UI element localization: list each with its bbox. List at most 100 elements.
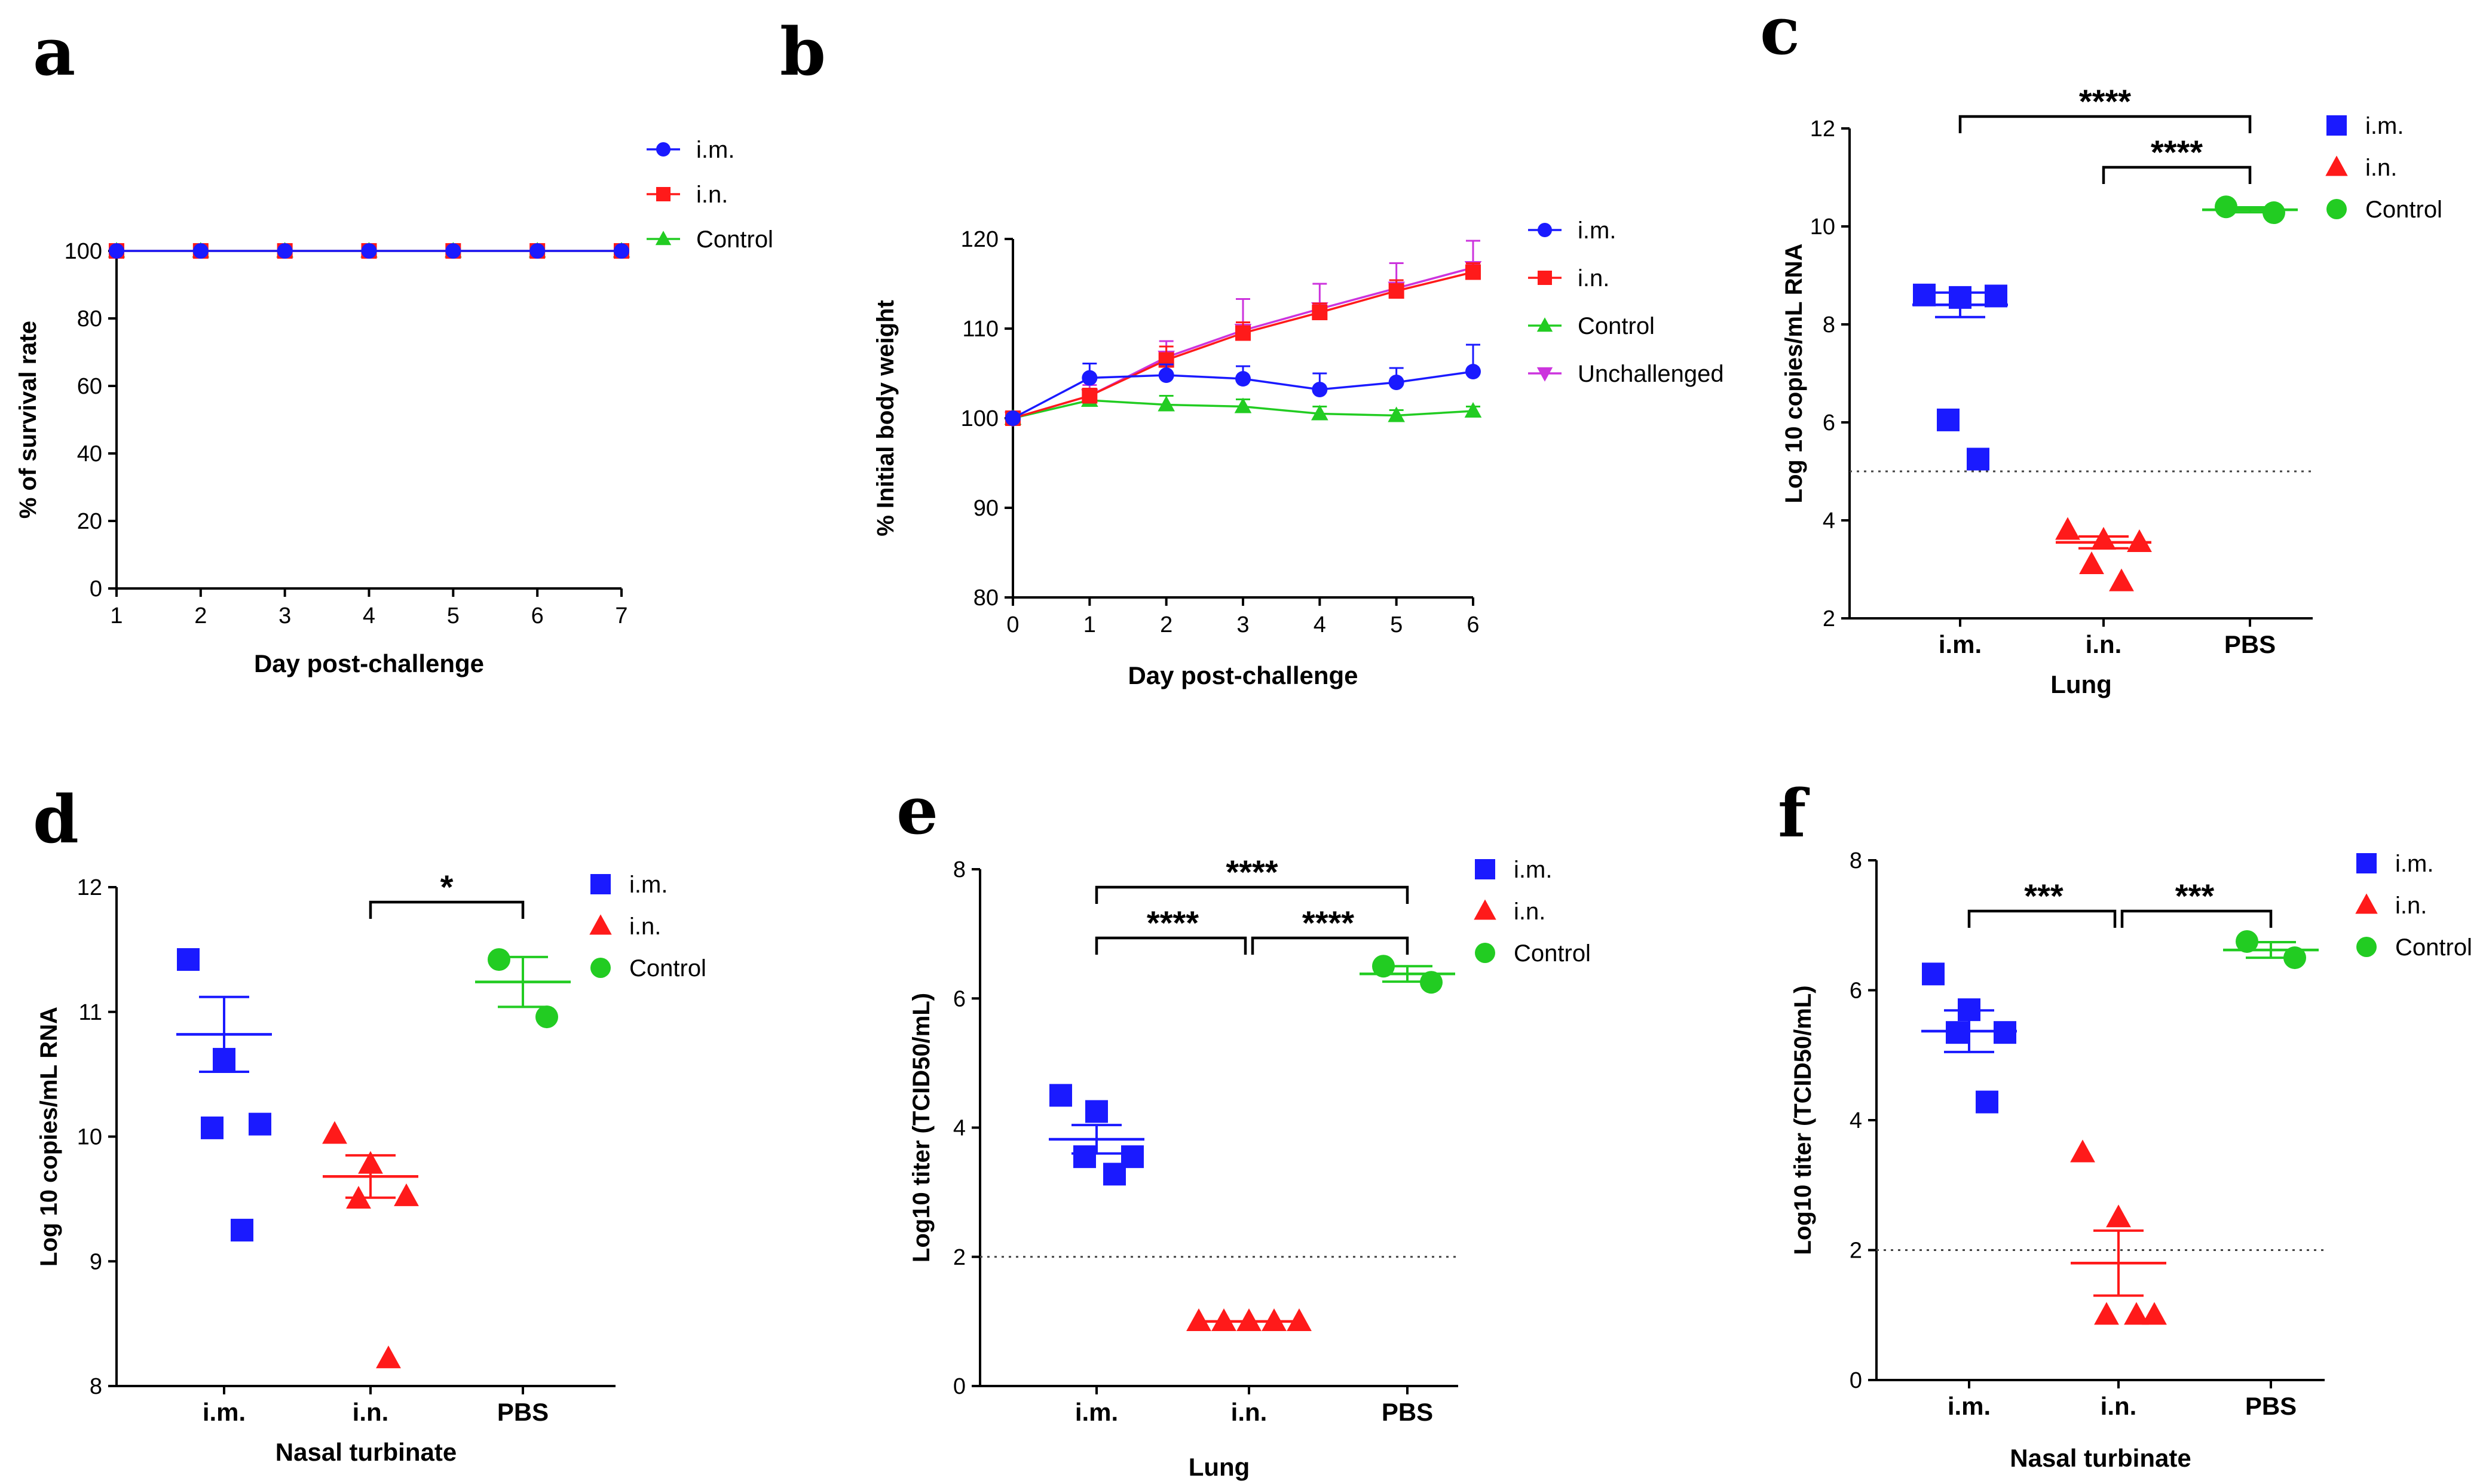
x-tick-label: 6 (531, 603, 544, 628)
data-point (445, 243, 461, 259)
legend-label: Control (696, 226, 773, 253)
x-tick-label: PBS (497, 1398, 549, 1426)
data-point (535, 1005, 558, 1029)
x-tick-label: 5 (447, 603, 460, 628)
x-tick-label: i.m. (203, 1398, 246, 1426)
y-tick-label: 120 (961, 227, 999, 252)
y-tick-label: 100 (65, 239, 102, 264)
legend-marker (2325, 155, 2348, 176)
y-tick-label: 12 (1810, 116, 1835, 142)
y-axis-label: Log10 titer (TCID50/mL) (908, 993, 935, 1262)
legend-label: Control (629, 955, 706, 982)
x-tick-label: i.n. (2101, 1392, 2137, 1420)
panel-e: e 0 2 4 6 8 Log10 titer (TCID50/mL) Lung i.m. i.n… (896, 772, 1591, 1481)
y-tick-label: 110 (962, 317, 999, 342)
data-point (376, 1345, 401, 1369)
panel-f: f 0 2 4 6 8 Log10 titer (TCID50/mL) Nasal turbi… (1778, 775, 2472, 1472)
data-point (1234, 397, 1252, 413)
legend-marker (2326, 199, 2347, 219)
x-tick-label: 5 (1390, 612, 1403, 637)
y-tick-label: 8 (1823, 312, 1835, 338)
legend-label: i.m. (629, 872, 668, 898)
legend-marker (2355, 893, 2378, 914)
data-point (1922, 962, 1945, 986)
legend-marker (1475, 859, 1495, 879)
significance-bracket (1095, 885, 1409, 904)
significance-label: **** (1147, 904, 1199, 942)
data-point (1976, 1090, 1998, 1114)
x-axis-label: Lung (1189, 1453, 1250, 1481)
significance-label: **** (2151, 133, 2203, 171)
data-point (1913, 283, 1936, 306)
data-point (1082, 370, 1098, 386)
data-point (2070, 1139, 2095, 1163)
x-axis-label: Lung (2050, 670, 2112, 698)
legend-marker (1474, 899, 1496, 920)
data-point (1082, 388, 1098, 404)
y-axis-label: Log 10 copies/mL RNA (1781, 244, 1807, 504)
data-point (109, 243, 124, 259)
y-tick-label: 4 (1850, 1108, 1862, 1133)
data-point (529, 243, 546, 259)
panel-letter-f: f (1778, 775, 1810, 852)
y-tick-label: 60 (77, 374, 102, 399)
y-tick-label: 6 (1850, 979, 1862, 1004)
data-point (1287, 1308, 1312, 1332)
significance-bracket (1967, 909, 2117, 928)
y-tick-label: 80 (973, 585, 999, 611)
legend-marker (1475, 943, 1495, 963)
y-tick-label: 2 (953, 1245, 966, 1270)
legend-label: i.m. (1578, 217, 1616, 244)
significance-bracket (1958, 115, 2252, 133)
legend-label: i.m. (2365, 113, 2404, 139)
significance-bracket (369, 900, 525, 919)
data-point (277, 243, 293, 259)
data-point (614, 243, 629, 259)
legend-marker (2326, 115, 2347, 136)
significance-label: *** (2175, 877, 2215, 915)
data-point (1388, 283, 1404, 299)
data-point (488, 948, 510, 971)
x-tick-label: i.m. (1948, 1392, 1991, 1420)
y-tick-label: 40 (77, 441, 102, 467)
legend-label: i.n. (696, 182, 728, 208)
legend-marker (656, 142, 671, 157)
significance-label: **** (1302, 904, 1354, 942)
legend-label: i.n. (1514, 899, 1545, 925)
data-point (249, 1112, 271, 1136)
significance-bracket (1251, 936, 1409, 955)
panel-letter-e: e (896, 772, 938, 849)
data-point (1312, 305, 1328, 320)
data-point (1211, 1308, 1236, 1332)
x-axis-label: Nasal turbinate (2010, 1444, 2191, 1472)
legend-marker (1536, 367, 1553, 382)
y-tick-label: 90 (973, 496, 999, 521)
y-tick-label: 12 (77, 875, 102, 900)
y-tick-label: 20 (77, 509, 102, 534)
legend-marker (1538, 223, 1552, 237)
significance-bracket (2120, 909, 2273, 928)
x-tick-label: i.m. (1939, 630, 1982, 658)
legend-label: i.n. (1578, 265, 1609, 292)
x-tick-label: 1 (110, 603, 123, 628)
x-tick-label: i.n. (353, 1398, 389, 1426)
data-point (201, 1116, 224, 1139)
x-axis-label: Nasal turbinate (275, 1438, 457, 1466)
x-tick-label: i.m. (1075, 1398, 1118, 1426)
significance-bracket (2102, 165, 2252, 184)
y-axis-label: % Initial body weight (872, 300, 899, 536)
y-tick-label: 2 (1823, 606, 1835, 631)
y-tick-label: 6 (1823, 410, 1835, 436)
y-tick-label: 0 (1850, 1368, 1862, 1393)
y-tick-label: 80 (77, 306, 102, 332)
data-point (2142, 1302, 2167, 1325)
x-tick-label: 4 (363, 603, 375, 628)
x-tick-label: 4 (1314, 612, 1326, 637)
x-tick-label: 0 (1006, 612, 1019, 637)
data-point (1311, 404, 1328, 421)
data-point (2106, 1204, 2131, 1228)
legend-label: i.n. (629, 913, 661, 940)
x-axis-label: Day post-challenge (1128, 661, 1358, 689)
